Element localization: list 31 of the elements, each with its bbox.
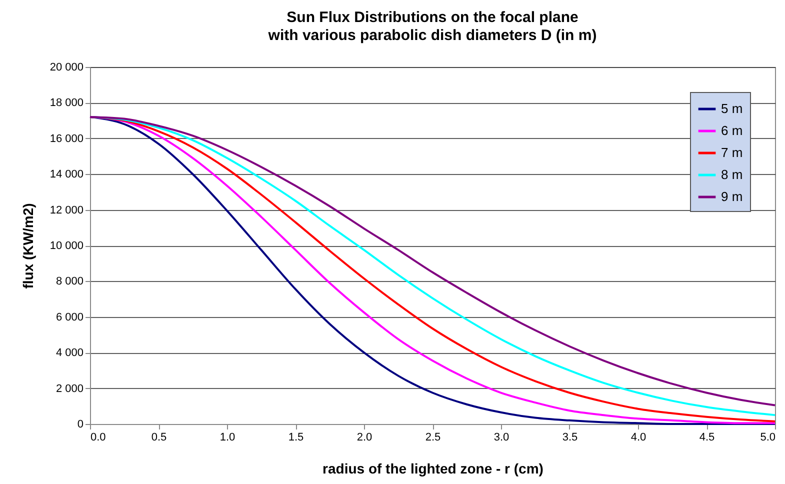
y-tick-label: 18 000 (50, 97, 84, 110)
x-tick-label: 0.0 (90, 432, 106, 444)
x-tick-label: 0.5 (151, 432, 167, 444)
x-axis-title: radius of the lighted zone - r (cm) (322, 460, 544, 476)
y-tick-label: 20 000 (50, 62, 84, 74)
x-tick-label: 4.0 (630, 432, 646, 444)
y-tick-label: 12 000 (50, 204, 84, 216)
legend-label: 5 m (721, 101, 743, 116)
x-tick-label: 5.0 (760, 432, 776, 444)
x-tick-label: 2.0 (356, 432, 372, 444)
y-tick-label: 4 000 (56, 347, 84, 360)
chart-subtitle: with various parabolic dish diameters D (in m) (267, 27, 597, 44)
legend-label: 9 m (721, 189, 743, 204)
y-axis-title: flux (KW/m2) (20, 203, 36, 289)
x-tick-label: 4.5 (699, 432, 715, 444)
x-tick-label: 1.5 (288, 432, 304, 444)
y-tick-label: 0 (77, 418, 84, 430)
legend-label: 7 m (721, 145, 743, 160)
x-tick-label: 3.5 (562, 432, 578, 444)
y-tick-label: 6 000 (56, 311, 84, 324)
x-tick-label: 2.5 (425, 432, 441, 444)
y-tick-label: 8 000 (56, 276, 84, 288)
y-tick-label: 14 000 (50, 168, 84, 181)
y-tick-label: 2 000 (56, 382, 84, 395)
legend-label: 8 m (721, 167, 743, 182)
y-tick-label: 10 000 (50, 240, 84, 252)
legend-label: 6 m (721, 123, 743, 138)
chart-title: Sun Flux Distributions on the focal plane (286, 9, 578, 26)
y-tick-label: 16 000 (50, 132, 84, 145)
x-tick-label: 3.0 (494, 432, 510, 444)
x-tick-label: 1.0 (220, 432, 236, 444)
